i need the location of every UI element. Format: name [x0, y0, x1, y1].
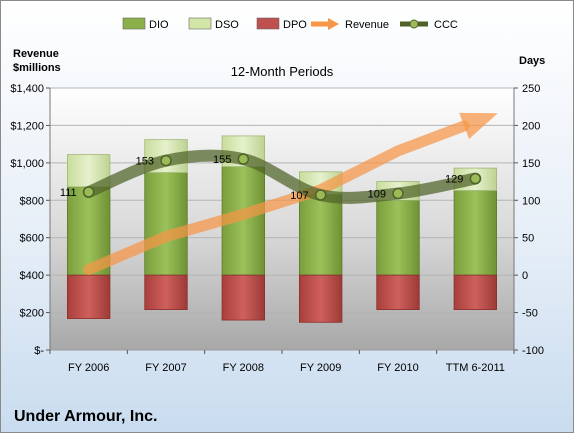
legend-label-ccc: CCC — [434, 19, 458, 31]
bar-dio — [298, 193, 343, 276]
bar-dpo — [221, 274, 265, 321]
ccc-data-label: 111 — [60, 187, 77, 199]
right-axis-tick-label: 50 — [522, 233, 534, 245]
ccc-point — [237, 153, 250, 165]
left-axis-tick-label: $1,000 — [10, 158, 44, 170]
legend-label-dso: DSO — [215, 19, 239, 31]
right-axis-tick-label: 0 — [522, 270, 528, 282]
x-axis-category-label: FY 2006 — [68, 362, 109, 374]
ccc-data-label: 153 — [136, 156, 154, 168]
right-axis-tick-label: -100 — [522, 345, 544, 357]
right-axis-tick-label: 250 — [522, 83, 540, 95]
right-axis-tick-label: 200 — [522, 120, 540, 132]
ccc-point — [469, 172, 482, 185]
legend-swatch-dpo — [256, 17, 280, 30]
plot-area — [49, 87, 515, 351]
legend-label-dio: DIO — [149, 19, 169, 31]
left-axis-tick-label: $400 — [20, 270, 44, 282]
revenue-arrow-shaft — [83, 120, 470, 276]
bar-dpo — [67, 274, 111, 319]
revenue-arrow-head — [459, 112, 498, 140]
bar-dpo — [376, 274, 420, 310]
legend-swatch-revenue-head — [328, 18, 339, 30]
ccc-point — [314, 189, 327, 201]
left-axis-title-line1: Revenue — [13, 48, 59, 60]
left-axis-tick-label: $200 — [20, 308, 44, 320]
x-axis-category-label: TTM 6-2011 — [446, 362, 505, 374]
ccc-data-label: 129 — [445, 174, 463, 186]
company-name: Under Armour, Inc. — [14, 408, 157, 425]
ccc-point — [392, 187, 404, 200]
bar-dio — [453, 190, 498, 276]
right-axis-title: Days — [519, 55, 545, 67]
x-axis-category-label: FY 2007 — [145, 362, 186, 374]
bar-dio — [376, 199, 420, 276]
x-axis-category-label: FY 2009 — [300, 362, 341, 374]
bar-dio — [144, 172, 188, 276]
x-axis-category-label: FY 2008 — [223, 362, 264, 374]
legend-swatch-ccc-marker — [409, 19, 419, 29]
lines-overlay: 111 153 155 107 109 129 — [60, 112, 498, 276]
bar-dpo — [453, 274, 498, 310]
gridlines — [50, 87, 514, 314]
x-axis-category-label: FY 2010 — [377, 362, 418, 374]
axes: $- $200 $400 $600 $800 $1,000 $1,200 $1,400 -100… — [10, 83, 544, 374]
ccc-data-label: 109 — [368, 189, 386, 201]
ccc-point — [160, 154, 172, 167]
legend-swatch-dio — [122, 17, 146, 30]
legend-label-revenue: Revenue — [345, 19, 389, 31]
legend-label-dpo: DPO — [283, 19, 307, 31]
left-axis-tick-label: $1,200 — [10, 120, 44, 132]
right-axis-tick-label: 100 — [522, 195, 540, 207]
left-axis-tick-label: $1,400 — [10, 83, 44, 95]
chart-title: 12-Month Periods — [231, 64, 334, 79]
left-axis-tick-label: $800 — [20, 195, 44, 207]
ccc-data-label: 155 — [213, 154, 231, 166]
ccc-point — [82, 186, 95, 198]
left-axis-tick-label: $- — [34, 345, 44, 357]
bar-dpo — [144, 274, 188, 310]
right-axis-tick-label: -50 — [522, 308, 538, 320]
left-axis-title-line2: $millions — [13, 62, 61, 74]
ccc-data-label: 107 — [290, 190, 308, 202]
legend: DIO DSO DPO Revenue CCC — [122, 17, 458, 31]
right-axis-tick-label: 150 — [522, 158, 540, 170]
bar-dpo — [298, 274, 343, 323]
left-axis-tick-label: $600 — [20, 233, 44, 245]
legend-swatch-dso — [188, 17, 212, 30]
